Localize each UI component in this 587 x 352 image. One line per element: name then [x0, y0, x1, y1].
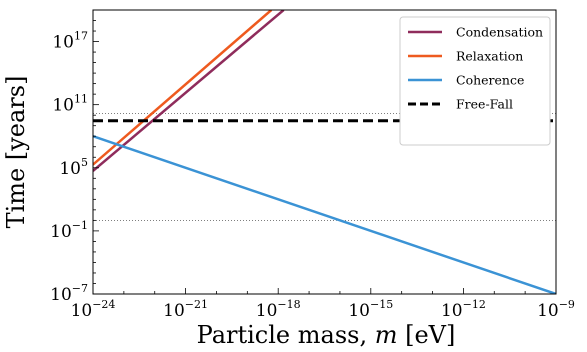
- x-tick-label: 10−18: [256, 298, 301, 321]
- y-tick-label: 1011: [52, 93, 88, 116]
- series-line-coherence: [93, 136, 556, 294]
- x-tick-label: 10−15: [348, 298, 393, 321]
- x-axis-ticks: 10−24 10−21 10−18 10−15 10−12 10−9: [71, 288, 575, 321]
- x-tick-label: 10−9: [537, 298, 575, 321]
- y-tick-label: 10−1: [50, 219, 88, 242]
- x-tick-label: 10−24: [71, 298, 116, 321]
- series-line-relaxation: [93, 10, 271, 165]
- y-axis-label: Time [years]: [2, 76, 30, 229]
- legend-label-coherence: Coherence: [456, 73, 524, 88]
- legend-label-relaxation: Relaxation: [456, 49, 523, 64]
- y-tick-label: 1017: [52, 30, 88, 53]
- y-tick-label: 105: [59, 156, 88, 179]
- legend-label-free-fall: Free-Fall: [456, 97, 513, 112]
- legend-label-condensation: Condensation: [456, 25, 543, 40]
- x-tick-label: 10−12: [441, 298, 486, 321]
- x-tick-label: 10−21: [163, 298, 208, 321]
- x-axis-label: Particle mass, m [eV]: [197, 321, 456, 349]
- legend: Condensation Relaxation Coherence Free-Fall: [400, 17, 550, 145]
